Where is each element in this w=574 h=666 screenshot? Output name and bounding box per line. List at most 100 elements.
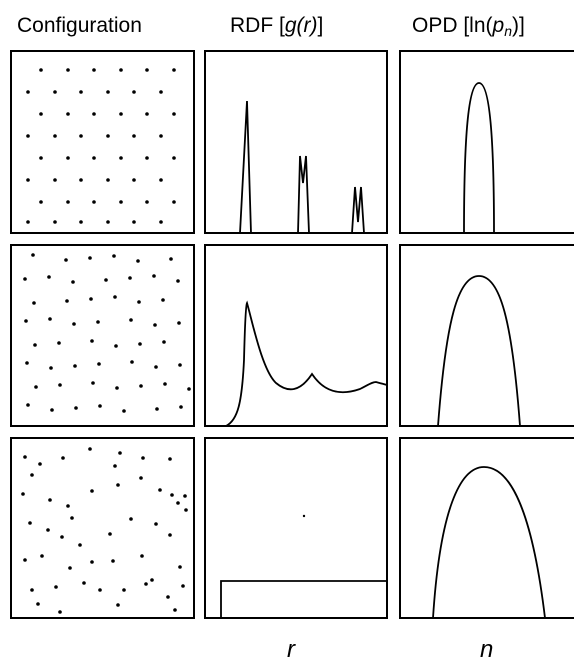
config-panel-top bbox=[10, 50, 195, 234]
particle-dot bbox=[129, 517, 133, 521]
particle-dot bbox=[78, 543, 82, 547]
particle-dot bbox=[132, 178, 136, 182]
particle-dot bbox=[30, 473, 34, 477]
particle-dot bbox=[30, 588, 34, 592]
particle-dot bbox=[79, 90, 83, 94]
particle-dot bbox=[71, 280, 75, 284]
particle-dot bbox=[39, 68, 43, 72]
particle-dot bbox=[154, 365, 158, 369]
rdf-panel-bottom bbox=[204, 437, 388, 619]
particle-dot bbox=[92, 156, 96, 160]
particle-dot bbox=[119, 112, 123, 116]
particle-dot bbox=[113, 464, 117, 468]
particle-dot bbox=[132, 134, 136, 138]
opd-panel-bottom bbox=[399, 437, 574, 619]
particle-dot bbox=[72, 322, 76, 326]
rdf-curve-middle bbox=[225, 300, 388, 427]
particle-dot bbox=[39, 200, 43, 204]
opd-curve-bottom bbox=[432, 466, 546, 619]
particle-dot bbox=[152, 274, 156, 278]
particle-dot bbox=[68, 566, 72, 570]
opd-curve-middle bbox=[437, 275, 521, 427]
particle-dot bbox=[66, 200, 70, 204]
opd-header-prefix: OPD [ln( bbox=[412, 14, 493, 37]
particle-dot bbox=[38, 462, 42, 466]
particle-dot bbox=[57, 341, 61, 345]
particle-dot bbox=[145, 112, 149, 116]
particle-dot bbox=[183, 494, 187, 498]
opd-curve-top bbox=[463, 82, 495, 234]
particle-dot bbox=[49, 366, 53, 370]
particle-dot bbox=[104, 278, 108, 282]
particle-dot bbox=[159, 178, 163, 182]
particle-dot bbox=[66, 112, 70, 116]
particle-dot bbox=[162, 340, 166, 344]
particle-dot bbox=[137, 300, 141, 304]
particle-dot bbox=[54, 585, 58, 589]
config-panel-middle bbox=[10, 244, 195, 427]
particle-dot bbox=[181, 584, 185, 588]
particle-dot bbox=[122, 409, 126, 413]
particle-dot bbox=[119, 68, 123, 72]
opd-panel-top bbox=[399, 50, 574, 234]
particle-dot bbox=[108, 532, 112, 536]
particle-dot bbox=[24, 319, 28, 323]
particle-dot bbox=[26, 220, 30, 224]
particle-dot bbox=[92, 68, 96, 72]
particle-dot bbox=[184, 508, 188, 512]
particle-dot bbox=[74, 406, 78, 410]
rdf-panel-middle bbox=[204, 244, 388, 427]
particle-dot bbox=[159, 134, 163, 138]
rdf-header-prefix: RDF [ bbox=[230, 14, 285, 37]
config-dots-middle bbox=[23, 253, 191, 413]
rdf-x-axis-label: r bbox=[287, 636, 295, 663]
particle-dot bbox=[140, 554, 144, 558]
particle-dot bbox=[139, 384, 143, 388]
particle-dot bbox=[161, 298, 165, 302]
particle-dot bbox=[172, 156, 176, 160]
particle-dot bbox=[79, 220, 83, 224]
particle-dot bbox=[111, 559, 115, 563]
particle-dot bbox=[26, 90, 30, 94]
particle-dot bbox=[145, 156, 149, 160]
particle-dot bbox=[177, 321, 181, 325]
configuration-header-text: Configuration bbox=[17, 14, 142, 37]
particle-dot bbox=[88, 447, 92, 451]
particle-dot bbox=[66, 68, 70, 72]
particle-dot bbox=[70, 516, 74, 520]
particle-dot bbox=[96, 320, 100, 324]
config-dots-bottom bbox=[21, 447, 188, 614]
particle-dot bbox=[53, 134, 57, 138]
particle-dot bbox=[33, 343, 37, 347]
particle-dot bbox=[168, 457, 172, 461]
particle-dot bbox=[176, 279, 180, 283]
particle-dot bbox=[116, 483, 120, 487]
particle-dot bbox=[106, 134, 110, 138]
opd-x-axis-label: n bbox=[480, 636, 494, 663]
particle-dot bbox=[130, 360, 134, 364]
particle-dot bbox=[25, 361, 29, 365]
particle-dot bbox=[88, 256, 92, 260]
particle-dot bbox=[145, 200, 149, 204]
particle-dot bbox=[58, 610, 62, 614]
particle-dot bbox=[166, 595, 170, 599]
particle-dot bbox=[159, 220, 163, 224]
particle-dot bbox=[158, 488, 162, 492]
particle-dot bbox=[23, 277, 27, 281]
particle-dot bbox=[173, 608, 177, 612]
particle-dot bbox=[155, 407, 159, 411]
particle-dot bbox=[118, 451, 122, 455]
particle-dot bbox=[187, 387, 191, 391]
particle-dot bbox=[97, 362, 101, 366]
rdf-header-suffix: ] bbox=[317, 14, 324, 37]
particle-dot bbox=[21, 492, 25, 496]
particle-dot bbox=[119, 200, 123, 204]
particle-dot bbox=[112, 254, 116, 258]
particle-dot bbox=[79, 134, 83, 138]
particle-dot bbox=[172, 112, 176, 116]
opd-header-sub: n bbox=[504, 23, 512, 39]
particle-dot bbox=[26, 178, 30, 182]
particle-dot bbox=[132, 90, 136, 94]
particle-dot bbox=[26, 403, 30, 407]
